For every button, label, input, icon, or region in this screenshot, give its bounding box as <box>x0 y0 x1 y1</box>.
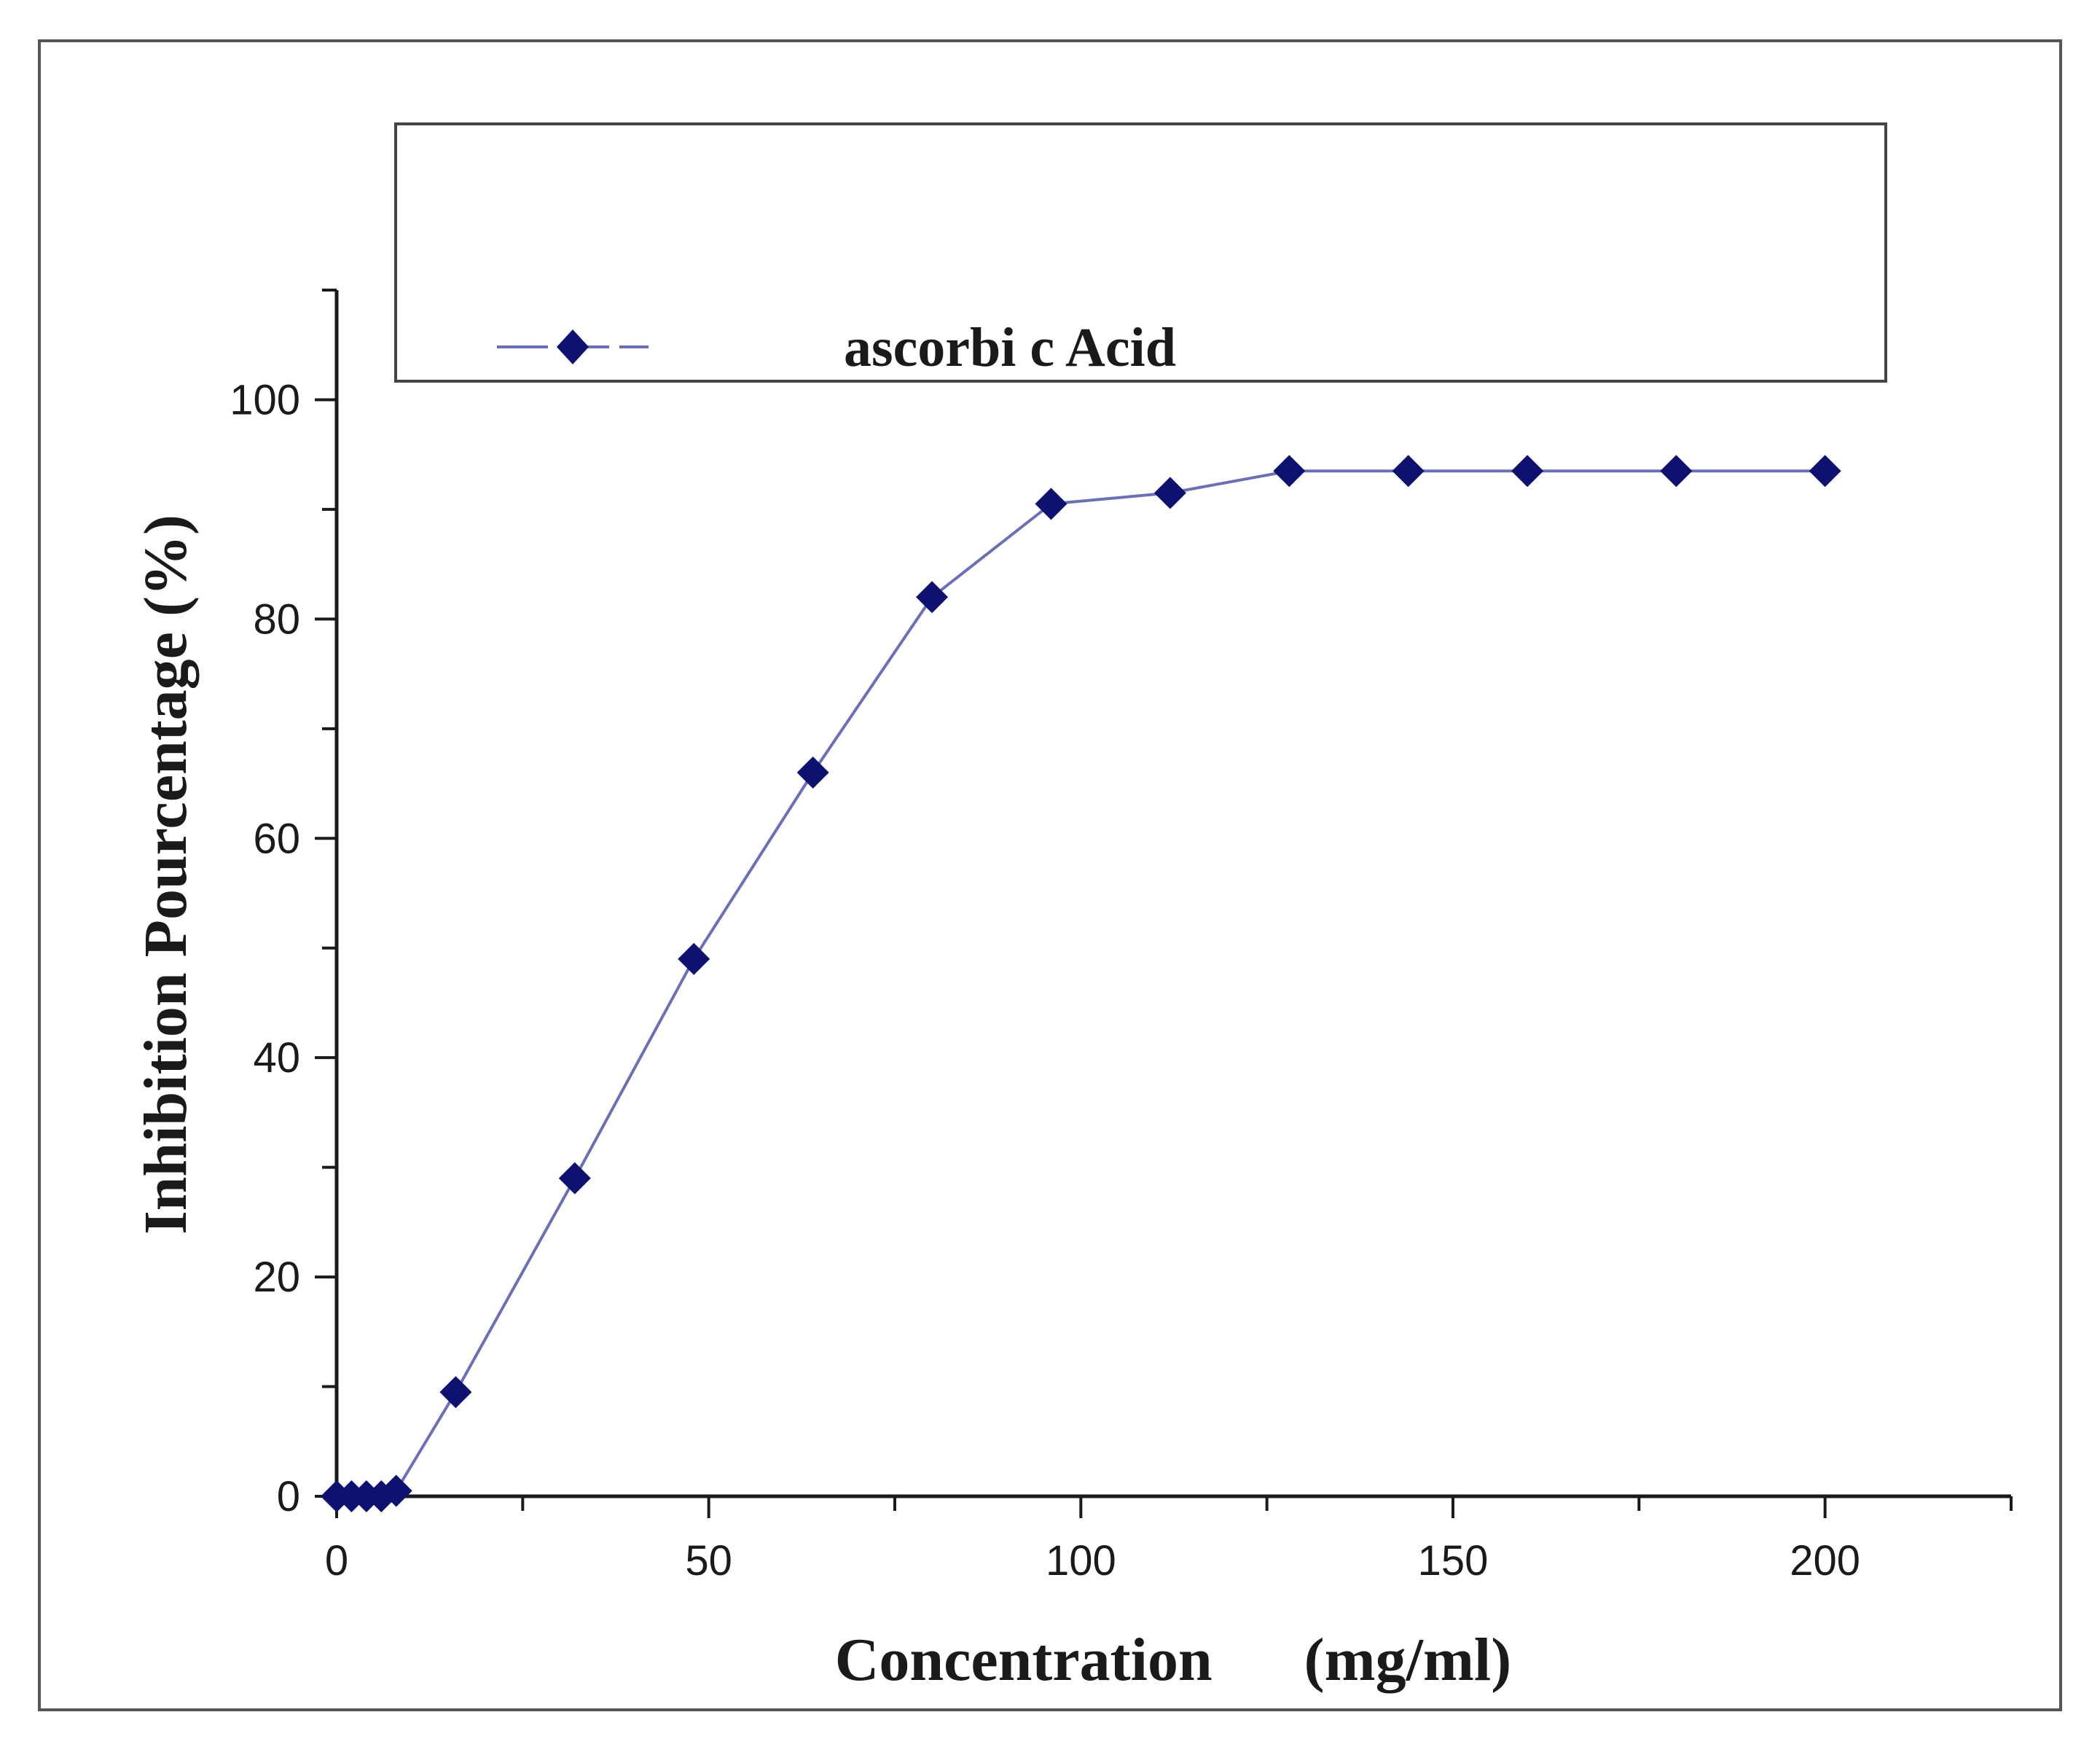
data-point-marker <box>796 757 829 789</box>
legend-box <box>394 122 1887 383</box>
data-point-marker <box>1153 477 1186 509</box>
y-tick-label: 100 <box>230 376 300 423</box>
data-point-marker <box>1511 455 1544 488</box>
data-point-marker <box>1660 455 1693 488</box>
x-axis-title: Concentration (mg/ml) <box>835 1626 1512 1694</box>
legend-label: ascorbi c Acid <box>844 317 1176 378</box>
data-point-marker <box>1273 455 1306 488</box>
data-point-marker <box>558 1162 591 1195</box>
x-tick-label: 100 <box>1046 1537 1116 1584</box>
x-tick-label: 50 <box>685 1537 732 1584</box>
x-tick-label: 200 <box>1790 1537 1860 1584</box>
data-point-marker <box>439 1376 472 1409</box>
legend: ascorbi c Acid <box>394 122 1887 383</box>
y-axis-title: Inhibition Pourcentage (%) <box>132 515 200 1235</box>
x-tick-label: 0 <box>325 1537 348 1584</box>
legend-marker <box>557 329 589 364</box>
data-point-marker <box>380 1474 412 1507</box>
y-tick-label: 80 <box>253 595 300 643</box>
y-tick-label: 60 <box>253 815 300 862</box>
data-point-marker <box>1035 488 1067 520</box>
axes: 0 50 100 150 200 0 20 40 60 80 100 <box>230 289 2013 1584</box>
data-point-marker <box>678 942 710 975</box>
y-tick-label: 0 <box>277 1473 300 1520</box>
y-tick-label: 40 <box>253 1034 300 1082</box>
data-point-marker <box>1809 455 1841 488</box>
plot-area <box>321 455 1841 1512</box>
data-point-marker <box>916 581 949 614</box>
data-point-marker <box>1392 455 1425 488</box>
x-tick-label: 150 <box>1418 1537 1489 1584</box>
y-tick-label: 20 <box>253 1254 300 1301</box>
